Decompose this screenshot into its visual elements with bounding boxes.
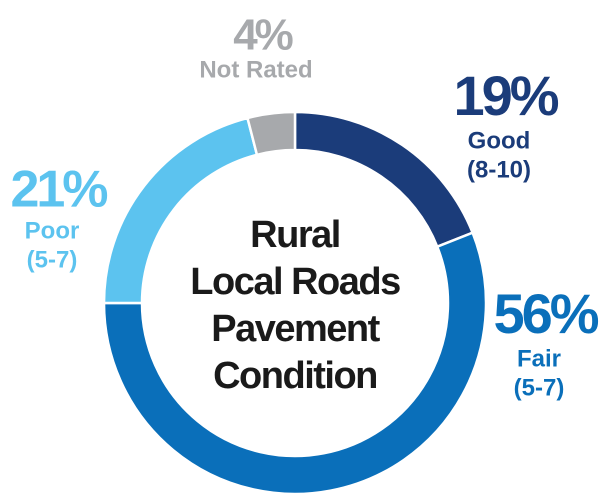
category-note: (8-10) <box>467 156 531 183</box>
category-label: Good <box>468 127 531 154</box>
donut-segment <box>245 110 297 157</box>
value-label: 56% <box>493 282 598 345</box>
chart-title: Condition <box>213 355 377 397</box>
chart-title: Rural <box>250 214 340 256</box>
donut-segment <box>102 231 488 496</box>
chart-title: Pavement <box>211 308 380 350</box>
category-note: (5-7) <box>27 246 78 273</box>
category-note: (5-7) <box>514 374 565 401</box>
category-label: Poor <box>25 217 80 244</box>
category-label: Fair <box>517 345 561 372</box>
chart-title: Local Roads <box>190 261 400 303</box>
value-label: 4% <box>233 11 292 60</box>
value-label: 19% <box>453 64 558 127</box>
category-label: Not Rated <box>199 56 312 83</box>
value-label: 21% <box>10 161 107 219</box>
